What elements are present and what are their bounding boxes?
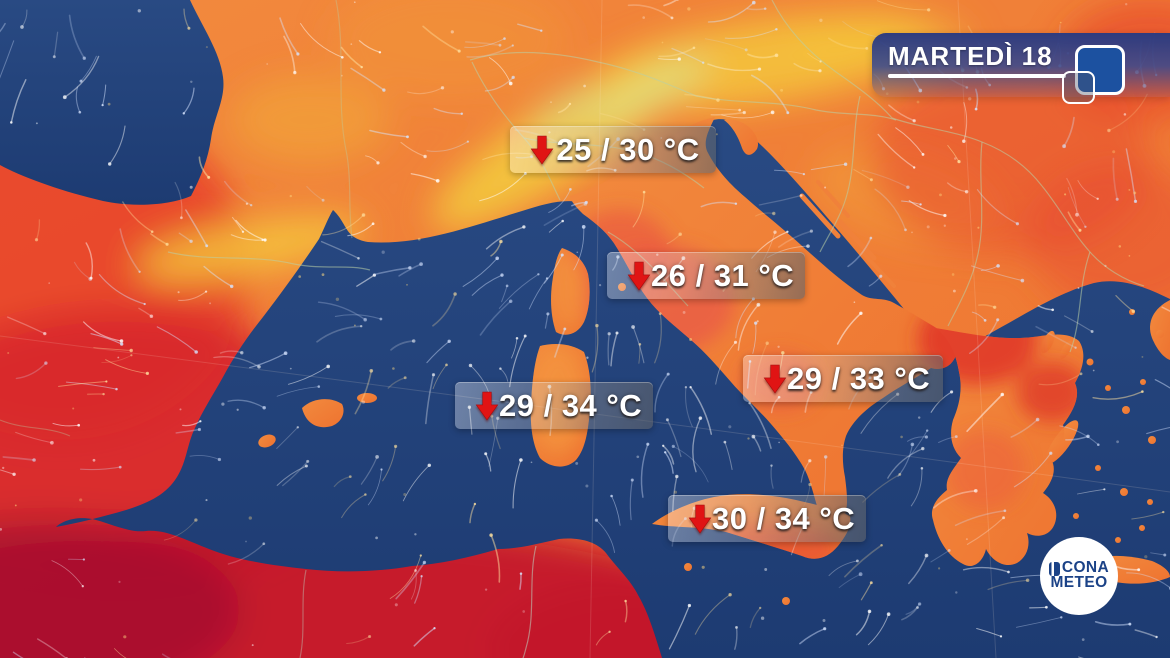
temperature-label: 29 / 34 °C [455,382,653,429]
temperature-range-text: 29 / 34 °C [499,387,643,423]
brand-line1: CONA [1048,559,1110,577]
italy-peninsula [570,117,957,523]
istria [724,119,759,155]
chalkidiki-finger [1059,341,1073,359]
turkey-coast-edge [1150,300,1170,360]
day-banner: MARTEDÌ 18 [872,33,1170,104]
temperature-label: 29 / 33 °C [743,355,943,402]
menorca-island [357,393,377,403]
temperature-range-text: 25 / 30 °C [556,131,700,167]
ibiza-island [258,434,276,448]
mallorca-island [302,399,344,428]
banner-underline [888,74,1066,78]
bay-of-biscay-sea [0,0,224,205]
temperature-range-text: 30 / 34 °C [712,500,856,536]
temperature-label: 25 / 30 °C [510,126,716,173]
temperature-down-arrow-icon [763,364,787,393]
malta-island [782,597,790,605]
temperature-down-arrow-icon [475,391,499,420]
temperature-down-arrow-icon [530,135,554,164]
channel-logo-icon [1058,41,1170,115]
pantelleria-island [684,563,692,571]
logo-big-square [1075,45,1125,95]
chalkidiki-finger [1041,330,1055,354]
temperature-range-text: 26 / 31 °C [651,257,795,293]
temperature-range-text: 29 / 33 °C [787,360,931,396]
day-label: MARTEDÌ 18 [888,41,1053,71]
iconameteo-logo: CONA METEO [1040,537,1118,615]
temperature-down-arrow-icon [627,261,651,290]
euboea-island [1045,420,1079,464]
country-borders [0,0,1145,658]
brand-line1-text: CONA [1061,559,1110,577]
brand-line2-text: METEO [1050,574,1108,591]
temperature-label: 26 / 31 °C [607,252,805,299]
logo-small-square [1062,71,1095,104]
icona-squares-icon [1048,561,1060,576]
croatian-islands [799,180,896,288]
temperature-label: 30 / 34 °C [668,495,866,542]
brand-line2: METEO [1050,574,1108,591]
temperature-down-arrow-icon [688,504,712,533]
